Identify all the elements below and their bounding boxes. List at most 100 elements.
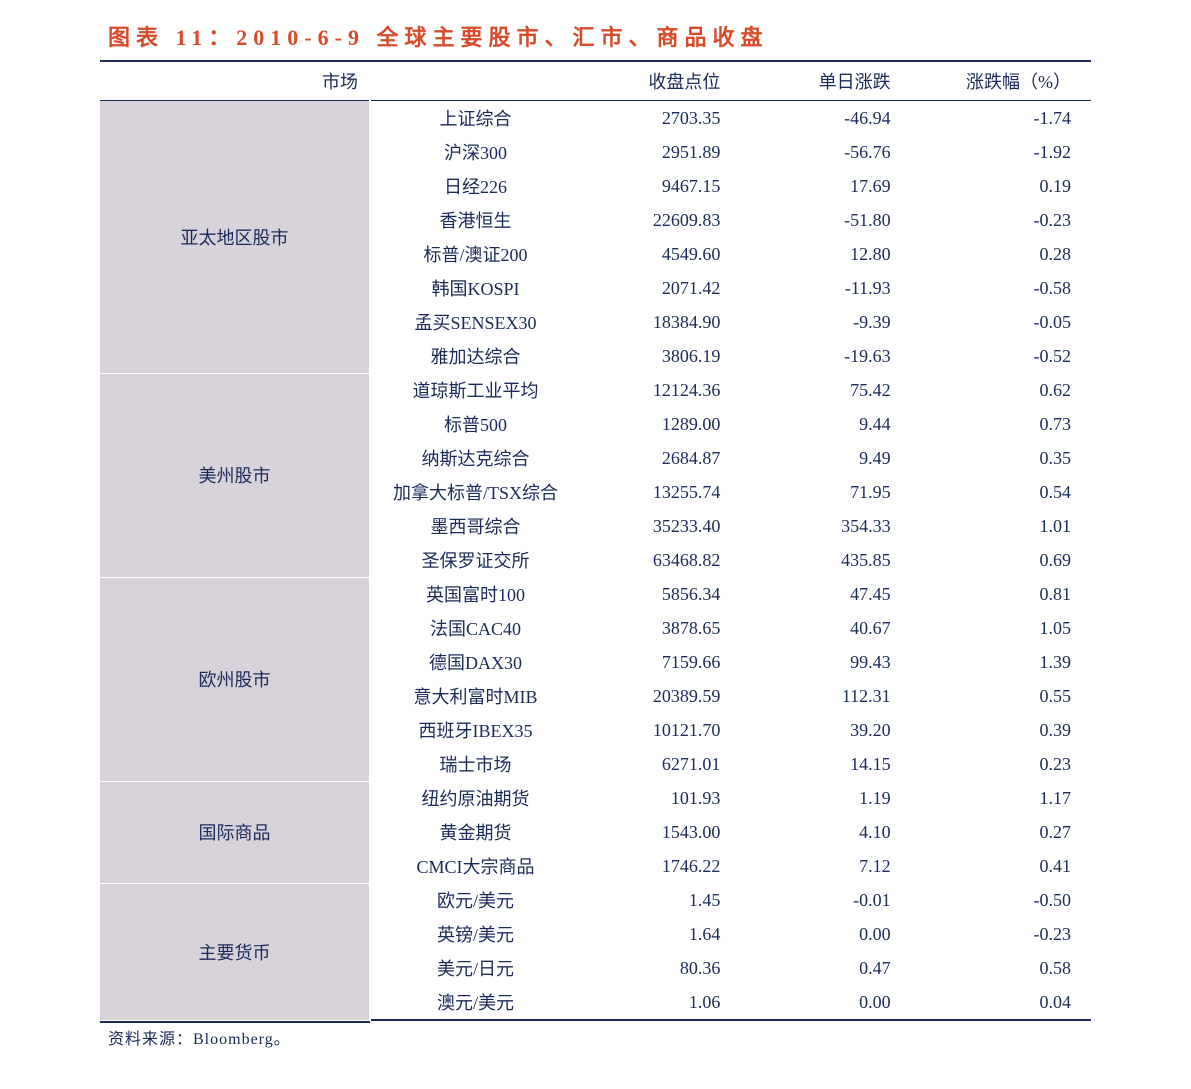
group-label: 美州股市 xyxy=(100,373,370,577)
pct-value: 0.62 xyxy=(921,373,1091,407)
close-value: 2703.35 xyxy=(580,101,750,136)
index-name: 德国DAX30 xyxy=(370,645,580,679)
change-value: 75.42 xyxy=(750,373,920,407)
pct-value: 0.23 xyxy=(921,747,1091,781)
close-value: 1.64 xyxy=(580,917,750,951)
pct-value: 1.17 xyxy=(921,781,1091,815)
index-name: 美元/日元 xyxy=(370,951,580,985)
close-value: 1.06 xyxy=(580,985,750,1020)
pct-value: 0.54 xyxy=(921,475,1091,509)
pct-value: 0.19 xyxy=(921,169,1091,203)
table-row: 国际商品纽约原油期货101.931.191.17 xyxy=(100,781,1091,815)
group-label: 欧州股市 xyxy=(100,577,370,781)
close-value: 18384.90 xyxy=(580,305,750,339)
close-value: 101.93 xyxy=(580,781,750,815)
pct-value: -1.92 xyxy=(921,135,1091,169)
col-close: 收盘点位 xyxy=(580,61,750,101)
close-value: 1289.00 xyxy=(580,407,750,441)
pct-value: -0.23 xyxy=(921,203,1091,237)
index-name: 法国CAC40 xyxy=(370,611,580,645)
group-label: 亚太地区股市 xyxy=(100,101,370,374)
change-value: 47.45 xyxy=(750,577,920,611)
pct-value: 0.27 xyxy=(921,815,1091,849)
change-value: 4.10 xyxy=(750,815,920,849)
pct-value: 0.55 xyxy=(921,679,1091,713)
pct-value: -1.74 xyxy=(921,101,1091,136)
change-value: 40.67 xyxy=(750,611,920,645)
index-name: 圣保罗证交所 xyxy=(370,543,580,577)
change-value: -56.76 xyxy=(750,135,920,169)
change-value: -19.63 xyxy=(750,339,920,373)
index-name: 澳元/美元 xyxy=(370,985,580,1020)
pct-value: 0.39 xyxy=(921,713,1091,747)
close-value: 7159.66 xyxy=(580,645,750,679)
change-value: -11.93 xyxy=(750,271,920,305)
source-note: 资料来源：Bloomberg。 xyxy=(100,1025,1091,1049)
close-value: 2071.42 xyxy=(580,271,750,305)
close-value: 22609.83 xyxy=(580,203,750,237)
change-value: -51.80 xyxy=(750,203,920,237)
pct-value: 1.39 xyxy=(921,645,1091,679)
pct-value: 0.58 xyxy=(921,951,1091,985)
group-label: 主要货币 xyxy=(100,883,370,1020)
close-value: 10121.70 xyxy=(580,713,750,747)
change-value: 435.85 xyxy=(750,543,920,577)
index-name: 英镑/美元 xyxy=(370,917,580,951)
pct-value: 0.28 xyxy=(921,237,1091,271)
change-value: 9.44 xyxy=(750,407,920,441)
close-value: 4549.60 xyxy=(580,237,750,271)
col-market: 市场 xyxy=(100,61,580,101)
group-label: 国际商品 xyxy=(100,781,370,883)
index-name: 欧元/美元 xyxy=(370,883,580,917)
close-value: 63468.82 xyxy=(580,543,750,577)
market-table: 市场 收盘点位 单日涨跌 涨跌幅（%） 亚太地区股市上证综合2703.35-46… xyxy=(100,60,1091,1021)
index-name: 韩国KOSPI xyxy=(370,271,580,305)
close-value: 1543.00 xyxy=(580,815,750,849)
change-value: 12.80 xyxy=(750,237,920,271)
pct-value: 0.81 xyxy=(921,577,1091,611)
index-name: 香港恒生 xyxy=(370,203,580,237)
index-name: 意大利富时MIB xyxy=(370,679,580,713)
index-name: 道琼斯工业平均 xyxy=(370,373,580,407)
table-body: 亚太地区股市上证综合2703.35-46.94-1.74 沪深3002951.89… xyxy=(100,101,1091,1021)
table-row: 美州股市道琼斯工业平均12124.3675.420.62 xyxy=(100,373,1091,407)
pct-value: 0.41 xyxy=(921,849,1091,883)
page: 图表 11：2010-6-9 全球主要股市、汇市、商品收盘 市场 收盘点位 单日… xyxy=(0,0,1191,1089)
change-value: 39.20 xyxy=(750,713,920,747)
close-value: 2951.89 xyxy=(580,135,750,169)
change-value: 7.12 xyxy=(750,849,920,883)
change-value: -46.94 xyxy=(750,101,920,136)
pct-value: 0.73 xyxy=(921,407,1091,441)
col-change: 单日涨跌 xyxy=(750,61,920,101)
group-bottom-border xyxy=(100,1021,370,1023)
index-name: 沪深300 xyxy=(370,135,580,169)
index-name: 上证综合 xyxy=(370,101,580,136)
pct-value: -0.58 xyxy=(921,271,1091,305)
close-value: 5856.34 xyxy=(580,577,750,611)
pct-value: -0.23 xyxy=(921,917,1091,951)
pct-value: 0.35 xyxy=(921,441,1091,475)
index-name: 加拿大标普/TSX综合 xyxy=(370,475,580,509)
change-value: 0.47 xyxy=(750,951,920,985)
change-value: 1.19 xyxy=(750,781,920,815)
close-value: 80.36 xyxy=(580,951,750,985)
close-value: 1746.22 xyxy=(580,849,750,883)
index-name: CMCI大宗商品 xyxy=(370,849,580,883)
table-row: 主要货币欧元/美元1.45-0.01-0.50 xyxy=(100,883,1091,917)
pct-value: -0.52 xyxy=(921,339,1091,373)
pct-value: 1.05 xyxy=(921,611,1091,645)
close-value: 6271.01 xyxy=(580,747,750,781)
col-pct: 涨跌幅（%） xyxy=(921,61,1091,101)
pct-value: -0.50 xyxy=(921,883,1091,917)
index-name: 瑞士市场 xyxy=(370,747,580,781)
change-value: 99.43 xyxy=(750,645,920,679)
close-value: 1.45 xyxy=(580,883,750,917)
index-name: 英国富时100 xyxy=(370,577,580,611)
close-value: 9467.15 xyxy=(580,169,750,203)
index-name: 纳斯达克综合 xyxy=(370,441,580,475)
index-name: 墨西哥综合 xyxy=(370,509,580,543)
change-value: 112.31 xyxy=(750,679,920,713)
index-name: 孟买SENSEX30 xyxy=(370,305,580,339)
index-name: 标普/澳证200 xyxy=(370,237,580,271)
pct-value: 0.04 xyxy=(921,985,1091,1020)
